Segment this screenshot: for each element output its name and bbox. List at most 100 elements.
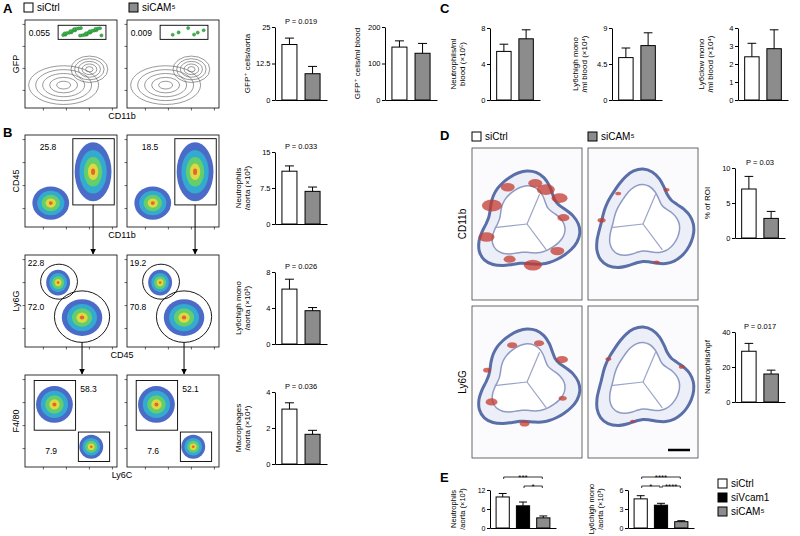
y-tick-label: 3 bbox=[729, 42, 733, 51]
error-bar bbox=[418, 43, 427, 53]
error-bar bbox=[285, 279, 294, 289]
y-tick-mark bbox=[732, 402, 735, 403]
y-tick-mark bbox=[732, 238, 735, 239]
flow-frame bbox=[127, 135, 219, 227]
error-bar bbox=[539, 516, 547, 518]
y-tick-label: 25 bbox=[262, 23, 270, 32]
y-tick: 6 bbox=[482, 506, 490, 513]
gate-percent: 72.0 bbox=[28, 302, 45, 312]
micrograph-frame bbox=[472, 148, 582, 300]
y-tick: 7.5 bbox=[260, 184, 275, 193]
flow-axis-tick bbox=[125, 185, 128, 186]
gate-arrow bbox=[93, 205, 94, 254]
flow-axis-tick bbox=[89, 467, 90, 470]
flow-axis-tick bbox=[23, 328, 26, 329]
density-level bbox=[139, 191, 166, 216]
gate-percent: 70.8 bbox=[130, 302, 147, 312]
y-tick: 2 bbox=[266, 424, 275, 433]
error-bar bbox=[745, 343, 754, 351]
stain bbox=[504, 256, 516, 263]
y-tick: 0 bbox=[376, 96, 385, 105]
density-level bbox=[187, 441, 199, 453]
x-axis-line bbox=[629, 528, 695, 529]
valve-cusp bbox=[527, 382, 546, 408]
lumen bbox=[492, 344, 565, 412]
y-tick-mark bbox=[272, 464, 275, 465]
y-tick: 4 bbox=[266, 388, 275, 397]
bar bbox=[496, 497, 509, 528]
gate bbox=[175, 139, 216, 205]
y-axis-title: F4/80 bbox=[11, 409, 21, 432]
y-tick-mark bbox=[487, 528, 490, 529]
flow-axis-tick bbox=[23, 259, 26, 260]
plot-area bbox=[742, 176, 779, 238]
bar bbox=[745, 57, 759, 100]
annotation: P = 0.026 bbox=[285, 262, 317, 271]
y-tick: 40 bbox=[722, 328, 735, 337]
y-axis: 012.525 bbox=[256, 23, 276, 105]
y-axis-title: GFP bbox=[11, 55, 21, 74]
valve-cusp bbox=[643, 382, 662, 408]
y-tick: 8 bbox=[481, 24, 490, 33]
density-level bbox=[190, 164, 200, 180]
y-tick: 100 bbox=[368, 59, 385, 68]
y-axis: 01234 bbox=[729, 24, 738, 105]
error-bar bbox=[522, 30, 531, 39]
valve-cusp bbox=[611, 382, 643, 386]
y-tick-label: 0 bbox=[266, 340, 270, 349]
flow-frame bbox=[127, 375, 219, 467]
density-level bbox=[49, 273, 67, 292]
tissue-wall bbox=[597, 327, 694, 425]
contour-line bbox=[180, 61, 202, 77]
legend-swatch bbox=[129, 3, 138, 12]
bar-chart: 048Neutrophils/mlblood (×10⁵) bbox=[449, 24, 541, 105]
contour-line bbox=[29, 66, 99, 105]
flow-density bbox=[134, 142, 213, 219]
y-tick: 2 bbox=[729, 60, 738, 69]
y-tick: 0 bbox=[729, 96, 738, 105]
bar-chart: 0510% of ROIP = 0.03 bbox=[703, 158, 786, 243]
tissue-wall bbox=[479, 329, 580, 424]
y-axis-line bbox=[738, 29, 739, 101]
gate bbox=[34, 381, 75, 431]
flow-frame bbox=[127, 20, 219, 108]
flow-axis-tick bbox=[168, 227, 169, 230]
bar bbox=[519, 39, 533, 100]
stain bbox=[654, 261, 660, 265]
x-axis-line bbox=[613, 100, 663, 101]
gate-percent: 52.1 bbox=[182, 384, 199, 394]
gate bbox=[58, 25, 106, 39]
tissue-wall bbox=[479, 171, 580, 266]
stain bbox=[479, 232, 495, 242]
y-tick-label: 8 bbox=[481, 24, 485, 33]
bar-chart: 036Ly6chigh mono/aorta (×10³)********* bbox=[587, 473, 695, 534]
flow-axis-tick bbox=[23, 46, 26, 47]
y-tick-mark bbox=[272, 428, 275, 429]
y-tick: 9 bbox=[603, 24, 612, 33]
gate bbox=[41, 264, 78, 299]
density-level bbox=[164, 299, 204, 336]
error-bar bbox=[308, 66, 317, 73]
density-level bbox=[190, 443, 197, 450]
bar bbox=[634, 499, 647, 528]
legend-swatch bbox=[718, 479, 727, 488]
micrograph bbox=[588, 148, 698, 300]
bar bbox=[767, 49, 781, 100]
y-tick-mark bbox=[487, 64, 490, 65]
gate-arrow bbox=[82, 342, 83, 374]
density-level bbox=[186, 157, 204, 186]
flow-axis-tick bbox=[125, 24, 128, 25]
y-tick-label: 200 bbox=[368, 23, 381, 32]
y-axis: 024 bbox=[266, 388, 275, 469]
valve-cusp bbox=[527, 224, 546, 250]
bar-chart: 048Ly6chigh mono/aorta (×10³)P = 0.026 bbox=[234, 262, 328, 349]
flow-axis-tick bbox=[43, 108, 44, 111]
stain bbox=[557, 214, 569, 221]
density-level bbox=[82, 438, 100, 456]
x-axis-line bbox=[276, 100, 328, 101]
y-axis-title: Ly6chigh mono bbox=[587, 484, 596, 535]
y-tick-label: 0 bbox=[376, 96, 380, 105]
y-tick-mark bbox=[272, 308, 275, 309]
density-level bbox=[62, 299, 102, 336]
gfp-event bbox=[100, 34, 103, 37]
